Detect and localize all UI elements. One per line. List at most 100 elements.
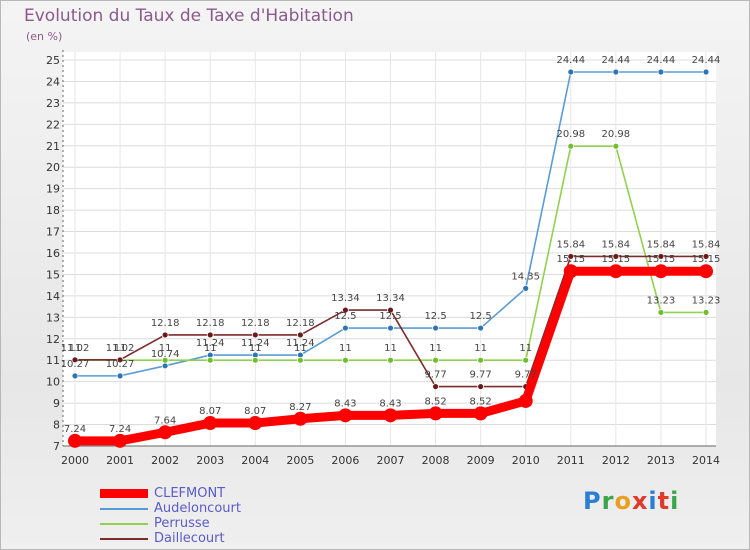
- data-label: 15.84: [647, 239, 676, 250]
- data-point: [383, 408, 398, 423]
- data-label: 15.84: [556, 239, 585, 250]
- y-tick-label: 12: [46, 333, 60, 346]
- data-point: [206, 331, 214, 339]
- data-label: 9.77: [470, 370, 492, 381]
- proxiti-logo[interactable]: Proxiti: [583, 487, 679, 515]
- data-label: 15.15: [602, 254, 631, 265]
- data-point: [702, 309, 710, 316]
- data-label: 8.52: [424, 396, 446, 407]
- data-point: [567, 142, 575, 150]
- data-point: [657, 253, 665, 260]
- y-tick-label: 25: [46, 54, 60, 67]
- y-tick-label: 11: [46, 354, 60, 367]
- x-tick-label: 2013: [647, 454, 675, 467]
- y-tick-label: 13: [46, 311, 60, 324]
- legend-label: CLEFMONT: [154, 486, 226, 501]
- data-label: 12.18: [241, 318, 270, 329]
- data-point: [567, 68, 575, 76]
- data-point: [342, 356, 349, 364]
- x-tick-label: 2010: [512, 454, 540, 467]
- legend-label: Audeloncourt: [154, 501, 241, 516]
- x-tick-label: 2011: [557, 454, 585, 467]
- data-label: 8.43: [334, 398, 356, 409]
- data-label: 12.5: [470, 311, 492, 322]
- legend-swatch: [100, 507, 148, 510]
- data-point: [116, 356, 124, 364]
- y-tick-label: 19: [46, 183, 60, 196]
- data-label: 7.24: [64, 424, 86, 435]
- data-label: 11: [69, 343, 82, 354]
- data-label: 15.15: [692, 254, 721, 265]
- legend-swatch: [100, 489, 148, 498]
- legend-label: Perrusse: [154, 516, 210, 531]
- data-point: [387, 306, 394, 314]
- data-label: 8.52: [470, 396, 492, 407]
- x-tick-label: 2004: [241, 454, 269, 467]
- data-label: 8.07: [199, 406, 221, 417]
- x-tick-label: 2005: [286, 454, 314, 467]
- data-label: 20.98: [556, 129, 585, 140]
- data-label: 12.5: [334, 311, 356, 322]
- data-label: 15.15: [556, 254, 585, 265]
- data-label: 10.27: [106, 359, 135, 370]
- data-point: [473, 406, 488, 421]
- legend-item: Perrusse: [100, 516, 241, 531]
- x-tick-label: 2012: [602, 454, 630, 467]
- data-point: [477, 383, 485, 390]
- data-point: [522, 356, 530, 364]
- data-label: 12.5: [379, 311, 401, 322]
- data-point: [657, 309, 665, 316]
- data-point: [612, 253, 620, 260]
- data-point: [203, 416, 218, 431]
- data-point: [71, 356, 79, 364]
- x-tick-label: 2006: [331, 454, 359, 467]
- data-point: [161, 356, 169, 364]
- data-label: 11: [384, 343, 397, 354]
- data-label: 13.34: [331, 293, 360, 304]
- data-label: 11.02: [61, 343, 90, 354]
- data-point: [206, 356, 214, 364]
- data-label: 15.84: [602, 239, 631, 250]
- data-label: 8.43: [379, 398, 401, 409]
- data-point: [387, 356, 394, 364]
- y-tick-label: 7: [53, 440, 60, 453]
- x-tick-label: 2003: [196, 454, 224, 467]
- data-label: 13.23: [647, 295, 676, 306]
- data-point: [612, 68, 620, 76]
- data-point: [342, 306, 349, 314]
- data-point: [477, 324, 485, 332]
- data-label: 11: [249, 343, 262, 354]
- data-point: [432, 383, 439, 390]
- y-tick-label: 22: [46, 118, 60, 131]
- y-tick-label: 21: [46, 140, 60, 153]
- logo-letter: P: [583, 487, 602, 515]
- logo-letter: t: [657, 487, 671, 515]
- data-label: 11: [339, 343, 352, 354]
- x-tick-label: 2001: [106, 454, 134, 467]
- data-label: 10.27: [61, 359, 90, 370]
- legend-label: Daillecourt: [154, 531, 225, 546]
- data-point: [116, 372, 124, 380]
- data-label: 7.64: [154, 415, 176, 426]
- data-point: [251, 356, 259, 364]
- legend-swatch: [100, 522, 148, 525]
- data-point: [653, 264, 668, 279]
- data-point: [699, 264, 713, 279]
- x-tick-label: 2008: [422, 454, 450, 467]
- data-point: [567, 253, 575, 260]
- data-label: 11: [429, 343, 442, 354]
- data-label: 11: [519, 343, 532, 354]
- legend: CLEFMONT Audeloncourt Perrusse Daillecou…: [100, 486, 241, 546]
- data-label: 11: [294, 343, 307, 354]
- data-point: [387, 324, 394, 332]
- data-label: 24.44: [647, 55, 676, 66]
- data-label: 12.5: [424, 311, 446, 322]
- x-tick-label: 2000: [61, 454, 89, 467]
- data-label: 14.35: [511, 271, 540, 282]
- data-label: 7.24: [109, 424, 131, 435]
- logo-letter: x: [631, 487, 649, 515]
- data-point: [432, 356, 439, 364]
- data-point: [342, 324, 349, 332]
- data-point: [702, 253, 710, 260]
- data-point: [608, 264, 623, 279]
